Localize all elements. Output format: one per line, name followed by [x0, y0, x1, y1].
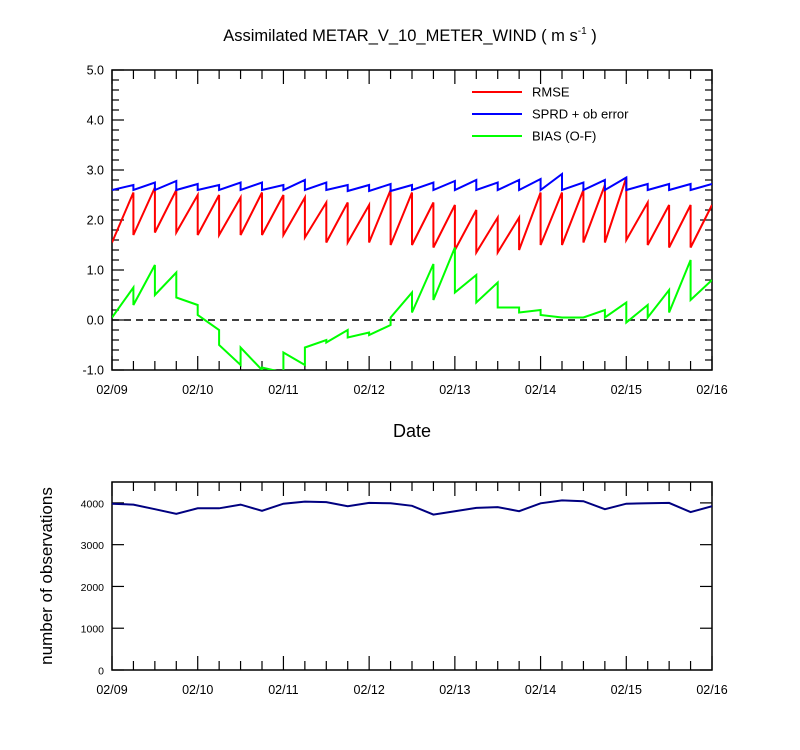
x-axis-label: Date: [393, 421, 431, 441]
x-tick-label: 02/15: [611, 383, 642, 397]
x-tick-label: 02/14: [525, 383, 556, 397]
y-tick-label: 5.0: [87, 64, 104, 78]
chart-title: Assimilated METAR_V_10_METER_WIND ( m s-…: [223, 26, 597, 45]
legend-label: BIAS (O-F): [532, 129, 596, 144]
y-tick-label: -1.0: [82, 364, 104, 378]
y-tick-label: 0: [98, 666, 104, 678]
series-line-sprd-ob-error: [112, 172, 712, 193]
y-tick-label: 1.0: [87, 264, 104, 278]
x-tick-label: 02/13: [439, 683, 470, 697]
x-tick-label: 02/12: [354, 383, 385, 397]
x-tick-label: 02/16: [696, 683, 727, 697]
x-tick-label: 02/16: [696, 383, 727, 397]
x-tick-label: 02/11: [268, 683, 298, 697]
x-tick-label: 02/09: [96, 683, 127, 697]
x-tick-label: 02/10: [182, 383, 213, 397]
x-tick-label: 02/09: [96, 383, 127, 397]
bottom-plot-panel: 02/09 02/10 02/11 02/12 02/13 02/14 02/15 02/16…: [81, 481, 728, 697]
x-tick-label: 02/12: [354, 683, 385, 697]
series-line-rmse: [112, 177, 712, 257]
x-tick-label: 02/15: [611, 683, 642, 697]
series-line-observations: [112, 499, 712, 516]
y-tick-label: 3000: [81, 540, 105, 552]
y-tick-label: 3.0: [87, 164, 104, 178]
y-tick-label: 4000: [81, 498, 105, 510]
legend-label: SPRD + ob error: [532, 107, 629, 122]
series-line-bias-o-f: [112, 247, 712, 370]
y-tick-label: 4.0: [87, 114, 104, 128]
y-tick-label: 2.0: [87, 214, 104, 228]
x-tick-label: 02/10: [182, 683, 213, 697]
x-tick-label: 02/13: [439, 383, 470, 397]
y-tick-label: 1000: [81, 624, 105, 636]
top-plot-panel: 02/09 02/10 02/11 02/12 02/13 02/14 02/15 02/16…: [82, 64, 727, 398]
y-axis-label-bottom: number of observations: [37, 487, 56, 665]
y-tick-label: 0.0: [87, 314, 104, 328]
plot-frame: [111, 481, 713, 671]
x-tick-label: 02/11: [268, 383, 298, 397]
y-tick-label: 2000: [81, 582, 105, 594]
x-tick-label: 02/14: [525, 683, 556, 697]
legend-label: RMSE: [532, 85, 570, 100]
